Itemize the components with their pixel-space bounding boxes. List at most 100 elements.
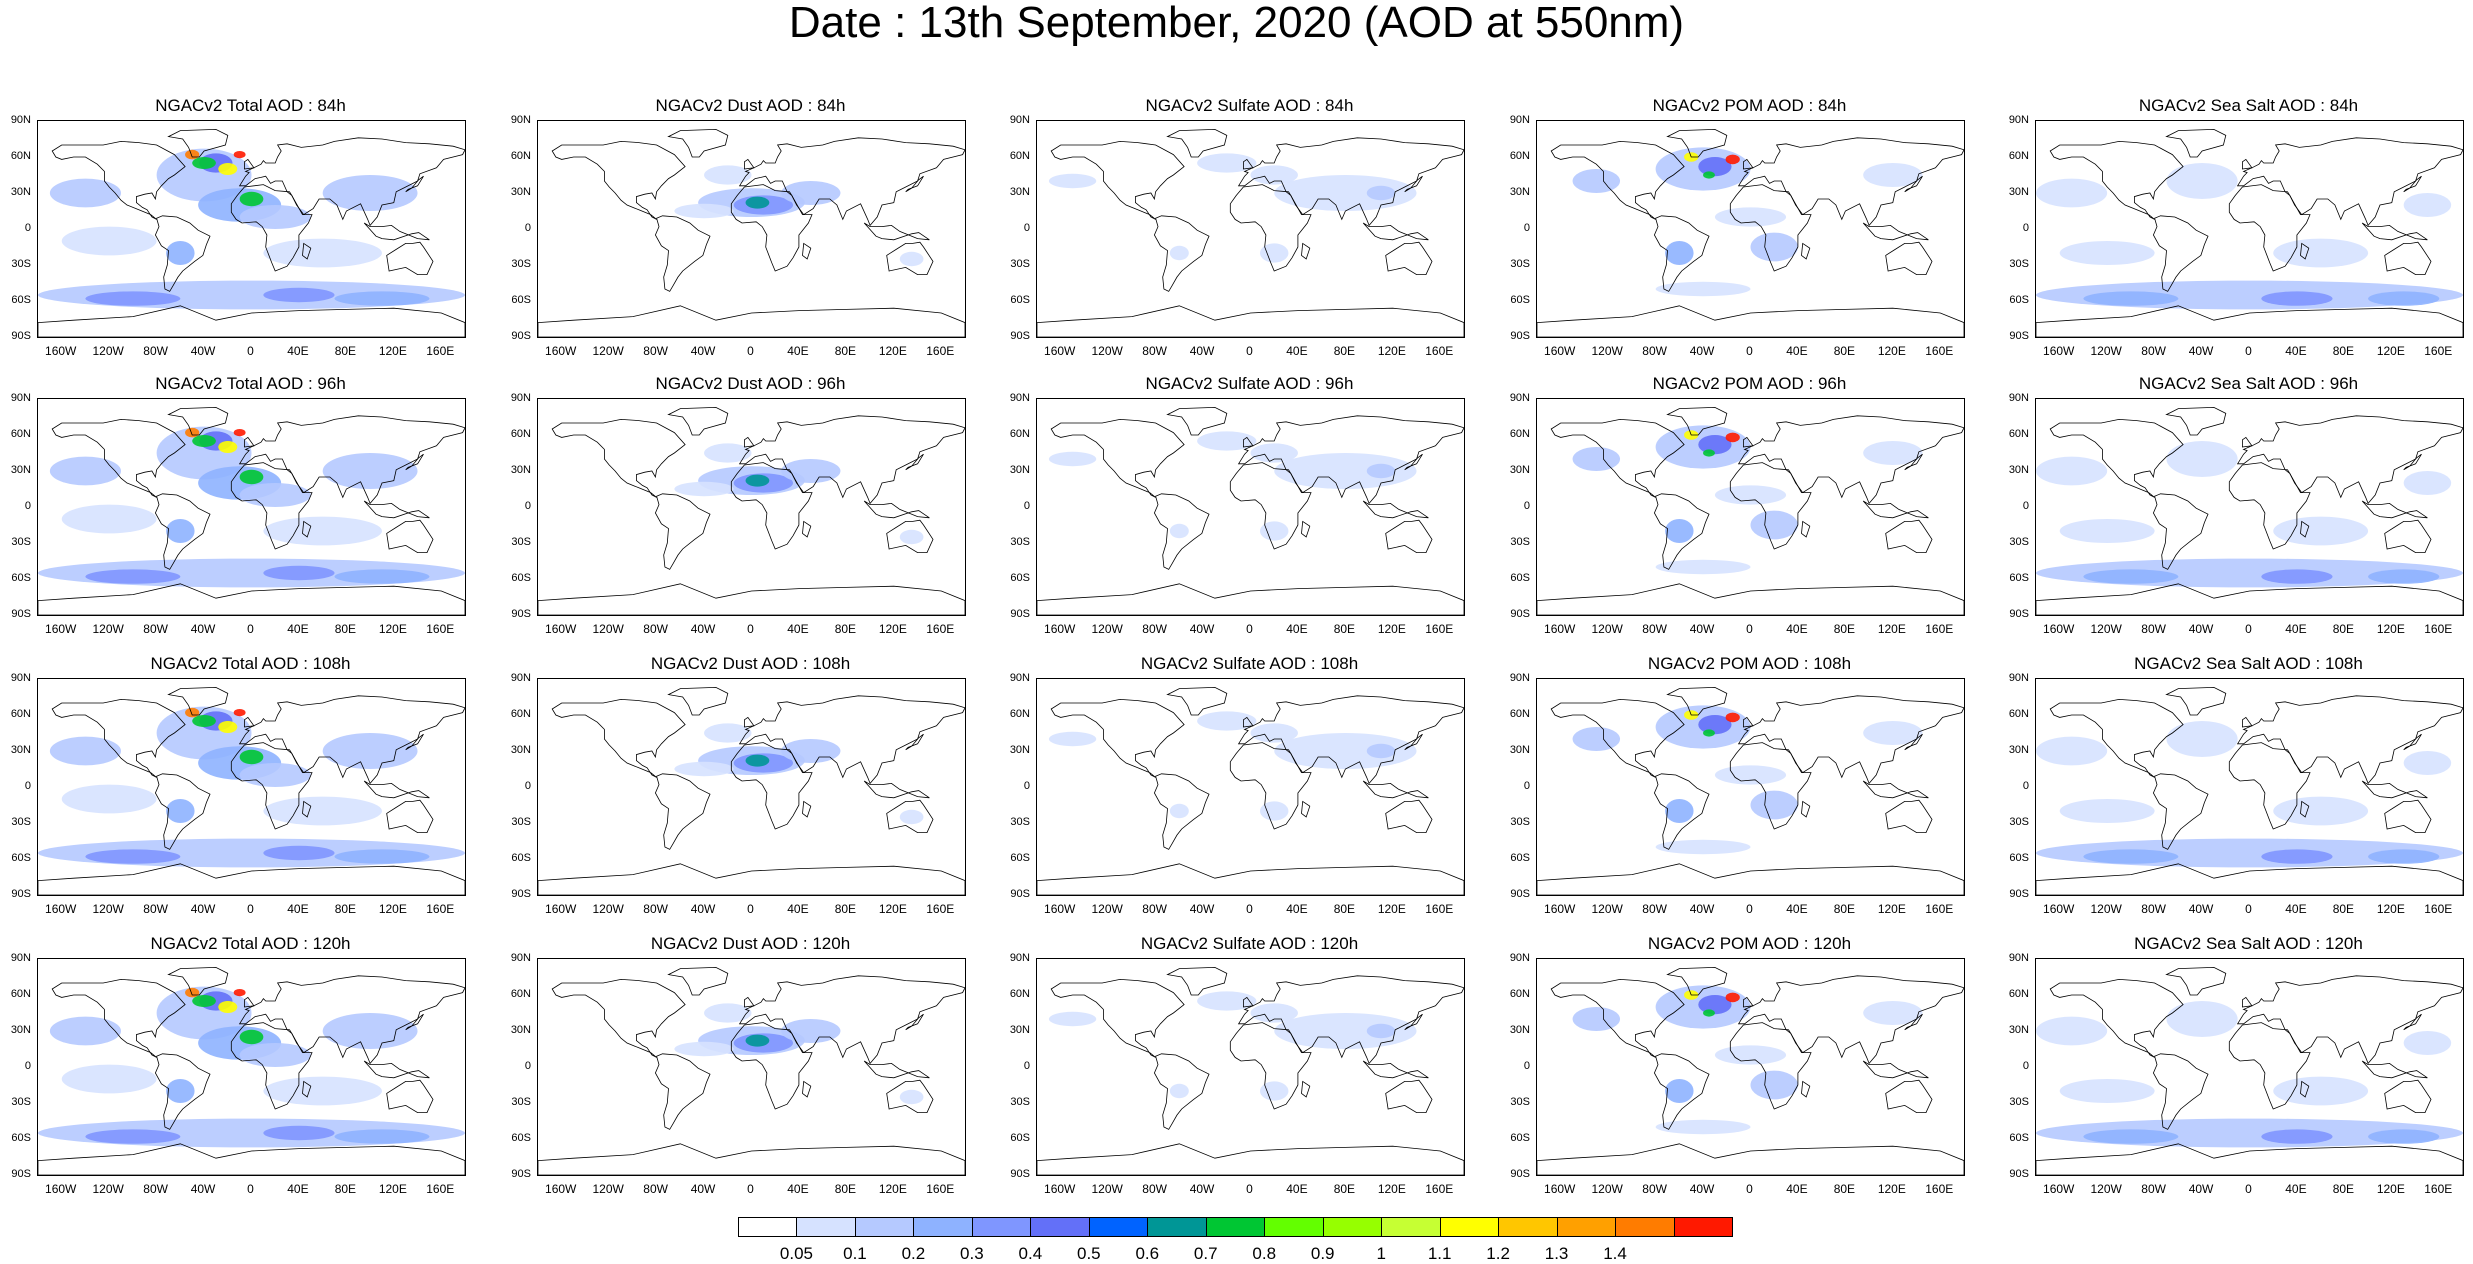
lon-label: 40E: [1286, 344, 1308, 358]
lon-label: 160W: [1544, 902, 1576, 916]
aerosol-patch: [674, 761, 734, 777]
lon-label: 80W: [643, 1182, 668, 1196]
coastline: [2241, 996, 2253, 1008]
lat-label: 30N: [510, 1024, 531, 1036]
lat-label: 60N: [1509, 708, 1530, 720]
coastline: [1242, 436, 1254, 448]
lat-label: 90N: [2008, 952, 2029, 964]
coastline: [243, 716, 255, 728]
lat-label: 60S: [11, 572, 31, 584]
coastline: [1550, 698, 1685, 778]
aerosol-patch: [1259, 1081, 1289, 1101]
coastline: [2300, 242, 2310, 260]
lon-label: 120E: [1377, 902, 1406, 916]
map-sulfate: [1037, 128, 1464, 337]
coastline: [2241, 716, 2253, 728]
lon-label: 120W: [92, 1182, 124, 1196]
lon-label: 0: [1746, 1182, 1753, 1196]
colorbar-swatch: [796, 1217, 856, 1237]
aerosol-patch: [1366, 1023, 1396, 1039]
coastline: [1301, 800, 1311, 818]
lon-label: 40W: [2188, 1182, 2214, 1196]
coastline: [2228, 462, 2311, 550]
aerosol-patch: [1572, 169, 1621, 193]
lon-label: 160W: [545, 622, 577, 636]
colorbar-label: 1.1: [1427, 1244, 1452, 1263]
map-panel: [37, 958, 466, 1176]
coastline: [51, 978, 186, 1058]
coastline: [551, 698, 686, 778]
aerosol-patch: [334, 569, 430, 584]
coastline: [2403, 453, 2422, 471]
coastline: [802, 242, 812, 260]
lat-label: 90S: [2009, 330, 2029, 342]
lon-label: 160E: [1425, 344, 1454, 358]
lon-label: 40W: [2188, 344, 2214, 358]
lat-label: 90N: [2008, 392, 2029, 404]
lon-label: 0: [1746, 902, 1753, 916]
lon-label: 0: [747, 902, 754, 916]
lat-label: 30N: [2008, 744, 2029, 756]
aerosol-patch: [2166, 441, 2238, 477]
aerosol-patch: [1366, 185, 1396, 201]
aerosol-patch: [239, 1029, 264, 1045]
aerosol-patch: [2368, 569, 2440, 584]
aerosol-patch: [49, 178, 122, 208]
lon-label: 120E: [2376, 902, 2405, 916]
lon-label: 120W: [1591, 344, 1623, 358]
coastline: [154, 773, 211, 850]
lat-label: 30N: [10, 464, 31, 476]
coastline: [886, 1079, 934, 1114]
map-total: [38, 686, 465, 895]
lon-label: 80E: [1833, 622, 1856, 636]
aerosol-patch: [1366, 743, 1396, 759]
coastline: [1362, 500, 1429, 519]
lon-label: 40W: [1189, 902, 1215, 916]
aerosol-patch: [2083, 849, 2179, 864]
lat-label: 60S: [511, 1132, 531, 1144]
lon-label: 80W: [1142, 902, 1167, 916]
lon-label: 40E: [287, 344, 309, 358]
coastline: [1666, 966, 1728, 996]
coastline: [1385, 519, 1433, 554]
lon-label: 160W: [45, 344, 77, 358]
lat-label: 30S: [2009, 1096, 2029, 1108]
aerosol-patch: [166, 1079, 195, 1103]
coastline: [38, 1143, 465, 1175]
lon-label: 0: [1246, 902, 1253, 916]
aerosol-patch: [1750, 790, 1798, 820]
coastline: [154, 1053, 211, 1130]
lon-label: 120W: [1091, 344, 1123, 358]
coastline: [1729, 184, 1812, 272]
lat-label: 30N: [2008, 464, 2029, 476]
coastline: [1885, 799, 1933, 834]
panel-title: NGACv2 Sea Salt AOD : 108h: [2134, 654, 2363, 673]
lon-label: 120E: [878, 344, 907, 358]
map-seasalt: [2036, 966, 2463, 1175]
lat-label: 90S: [1510, 330, 1530, 342]
coastline: [905, 175, 924, 193]
coastline: [2049, 698, 2184, 778]
colorbar-label: 1: [1376, 1244, 1386, 1263]
map-panel: [37, 120, 466, 338]
coastline: [243, 996, 255, 1008]
map-panel: [537, 398, 966, 616]
coastline: [667, 966, 729, 996]
coastline: [2300, 800, 2310, 818]
aerosol-patch: [192, 157, 216, 169]
aerosol-patch: [185, 427, 200, 438]
lon-label: 40W: [190, 1182, 216, 1196]
lat-label: 30N: [1009, 1024, 1030, 1036]
map-panel: [2035, 120, 2464, 338]
lat-label: 60S: [2009, 1132, 2029, 1144]
aerosol-patch: [2368, 291, 2440, 306]
colorbar-swatch: [1264, 1217, 1324, 1237]
coastline: [2300, 520, 2310, 538]
lon-label: 0: [2245, 902, 2252, 916]
lat-label: 90S: [11, 608, 31, 620]
map-pom: [1537, 406, 1964, 615]
lon-label: 160W: [2043, 1182, 2075, 1196]
aerosol-patch: [745, 196, 770, 209]
coastline: [1050, 978, 1185, 1058]
aerosol-patch: [1665, 519, 1694, 543]
